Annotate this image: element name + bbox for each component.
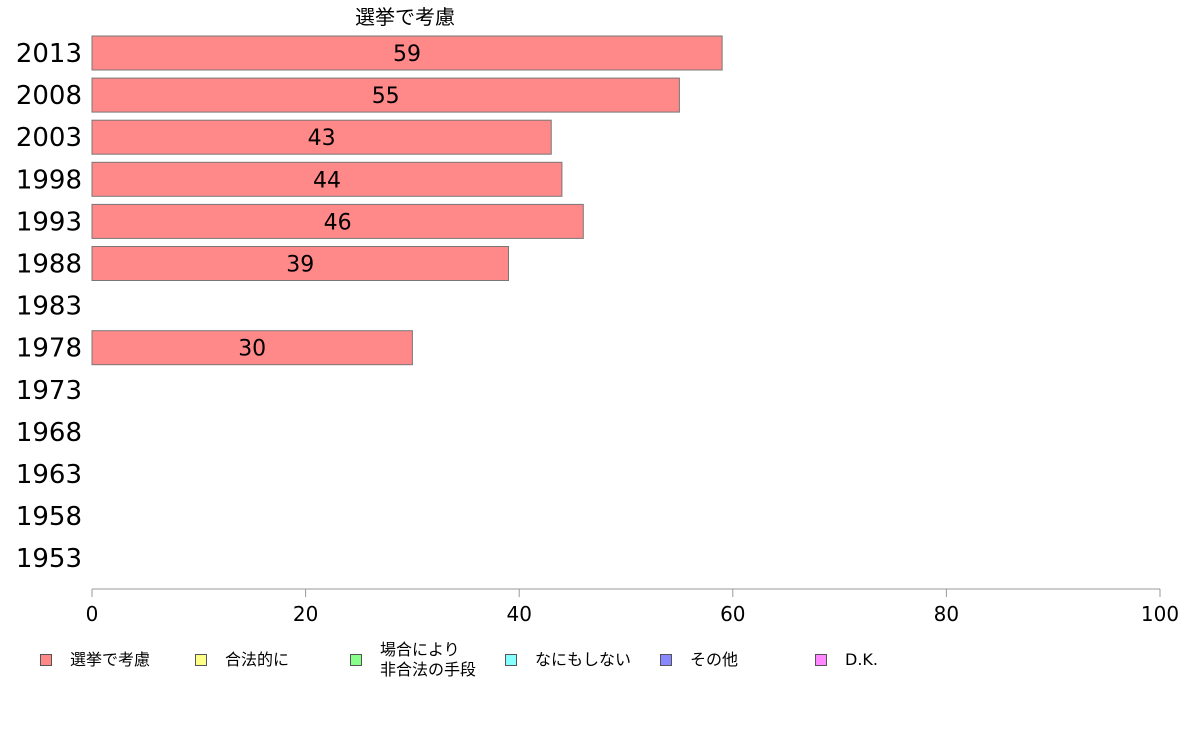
bar: [91, 119, 552, 155]
x-tick-label: 60: [720, 602, 745, 626]
chart-svg: 選挙で考慮 59 55 43 44 46 39 30 2013 2008 2003 1998 199…: [16, 5, 1179, 626]
y-tick-label: 2008: [16, 81, 82, 111]
bar-value-label: 59: [393, 42, 421, 67]
legend-swatch: [505, 654, 517, 666]
chart-title: 選挙で考慮: [355, 5, 455, 29]
y-tick-label: 1993: [16, 207, 82, 237]
y-tick-label: 1958: [16, 502, 82, 532]
bar-value-label: 44: [313, 168, 341, 193]
bar-value-label: 30: [238, 337, 266, 362]
legend-item-dk: D.K.: [815, 650, 878, 670]
bar: [91, 330, 413, 366]
bar: [91, 35, 723, 71]
y-tick-label: 1968: [16, 418, 82, 448]
bar: [91, 77, 680, 113]
legend-label: 場合により 非合法の手段: [380, 640, 477, 679]
bar-value-label: 46: [324, 210, 352, 235]
y-tick-label: 1983: [16, 292, 82, 322]
bar-value-label: 55: [372, 84, 400, 109]
legend-item-other: その他: [660, 650, 738, 670]
x-tick-label: 20: [293, 602, 318, 626]
bar: [91, 246, 510, 281]
legend-swatch: [815, 654, 827, 666]
y-axis-labels: 2013 2008 2003 1998 1993 1988 1983 1978 1973 1968…: [16, 39, 82, 574]
y-tick-label: 1963: [16, 460, 82, 490]
legend-item-illegal: 場合により 非合法の手段: [350, 640, 476, 680]
x-tick-label: 100: [1141, 602, 1179, 626]
y-tick-label: 2003: [16, 123, 82, 153]
legend-swatch: [40, 654, 52, 666]
legend-swatch: [350, 654, 362, 666]
legend-label: その他: [690, 650, 739, 669]
bar-group: 59 55 43 44 46 39 30: [91, 35, 723, 366]
y-tick-label: 1953: [16, 544, 82, 574]
legend-label: 合法的に: [225, 650, 290, 669]
y-tick-label: 1988: [16, 250, 82, 280]
bar: [91, 161, 563, 197]
bar-value-label: 43: [308, 126, 336, 151]
y-tick-label: 2013: [16, 39, 82, 69]
legend: 選挙で考慮 合法的に 場合により 非合法の手段 なにもしない その他 D.K.: [0, 640, 1188, 700]
y-tick-label: 1978: [16, 334, 82, 364]
legend-swatch: [660, 654, 672, 666]
bar: [91, 203, 584, 239]
x-tick-label: 80: [934, 602, 959, 626]
x-tick-label: 0: [86, 602, 99, 626]
bar-value-label: 39: [286, 253, 314, 278]
x-tick-label: 40: [506, 602, 531, 626]
legend-item-election: 選挙で考慮: [40, 650, 150, 670]
legend-item-nothing: なにもしない: [505, 650, 631, 670]
legend-label: D.K.: [845, 650, 878, 669]
legend-item-legal: 合法的に: [195, 650, 289, 670]
x-axis: 0 20 40 60 80 100: [86, 588, 1179, 626]
legend-label: なにもしない: [535, 650, 632, 669]
y-tick-label: 1973: [16, 376, 82, 406]
y-tick-label: 1998: [16, 165, 82, 195]
legend-label: 選挙で考慮: [70, 650, 151, 669]
legend-swatch: [195, 654, 207, 666]
